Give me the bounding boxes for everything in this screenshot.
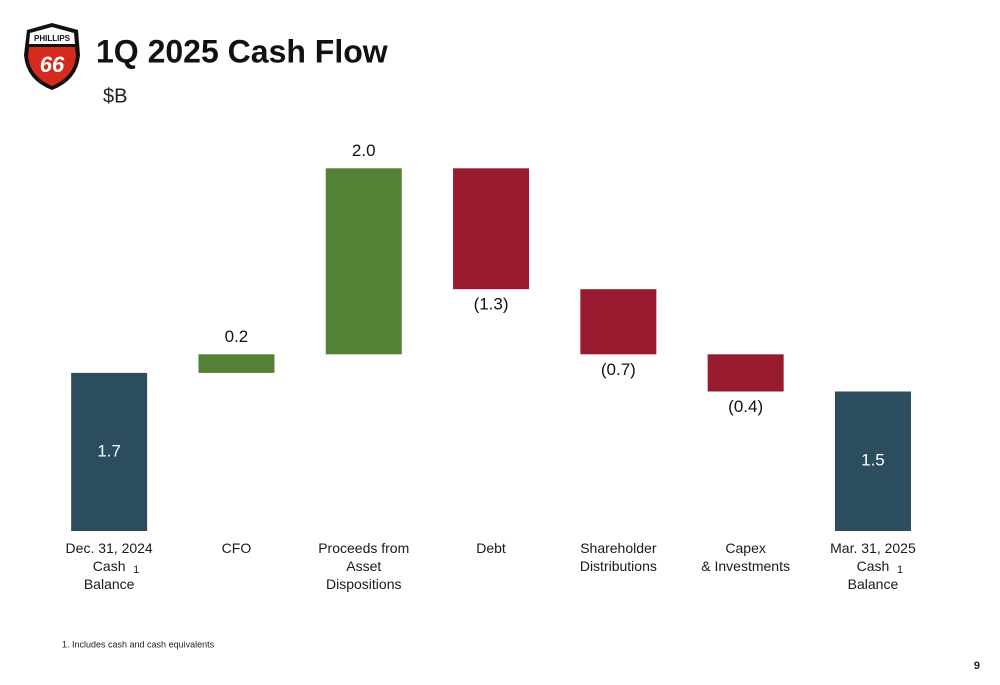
x-tick-label: Proceeds from Asset Dispositions: [318, 540, 410, 592]
chart-title: 1Q 2025 Cash Flow: [96, 33, 388, 69]
x-tick-label: Debt: [476, 540, 506, 556]
footnote-mark: 1: [896, 564, 904, 576]
value-label: 1.7: [97, 441, 121, 460]
x-tick-label: Shareholder Distributions: [579, 540, 657, 574]
value-label: 1.5: [861, 451, 885, 470]
bar: [834, 391, 911, 531]
value-label: (0.7): [601, 360, 636, 379]
bar: [707, 354, 784, 392]
bar: [453, 168, 530, 290]
x-tick-label: Mar. 31, 2025 Cash Balance: [830, 540, 916, 592]
logo: PHILLIPS 66: [24, 23, 80, 90]
logo-text: PHILLIPS: [34, 34, 71, 43]
bar: [325, 168, 402, 355]
value-label: (0.4): [728, 397, 763, 416]
x-tick-label: Dec. 31, 2024 Cash Balance: [65, 540, 153, 592]
footnote: 1. Includes cash and cash equivalents: [62, 639, 215, 649]
bar: [198, 354, 275, 373]
value-label: 2.0: [352, 141, 376, 160]
bar: [580, 289, 657, 355]
logo-band: [29, 27, 75, 44]
logo-number: 66: [40, 52, 65, 77]
x-tick-label: CFO: [221, 540, 252, 556]
bar: [71, 372, 148, 531]
page-number: 9: [974, 660, 980, 672]
value-label: (1.3): [474, 295, 509, 314]
value-label: 0.2: [225, 327, 249, 346]
footnote-mark: 1: [133, 564, 140, 576]
chart-subtitle: $B: [103, 85, 127, 107]
logo-field: [28, 47, 76, 86]
x-tick-label: Capex & Investments: [701, 540, 790, 574]
